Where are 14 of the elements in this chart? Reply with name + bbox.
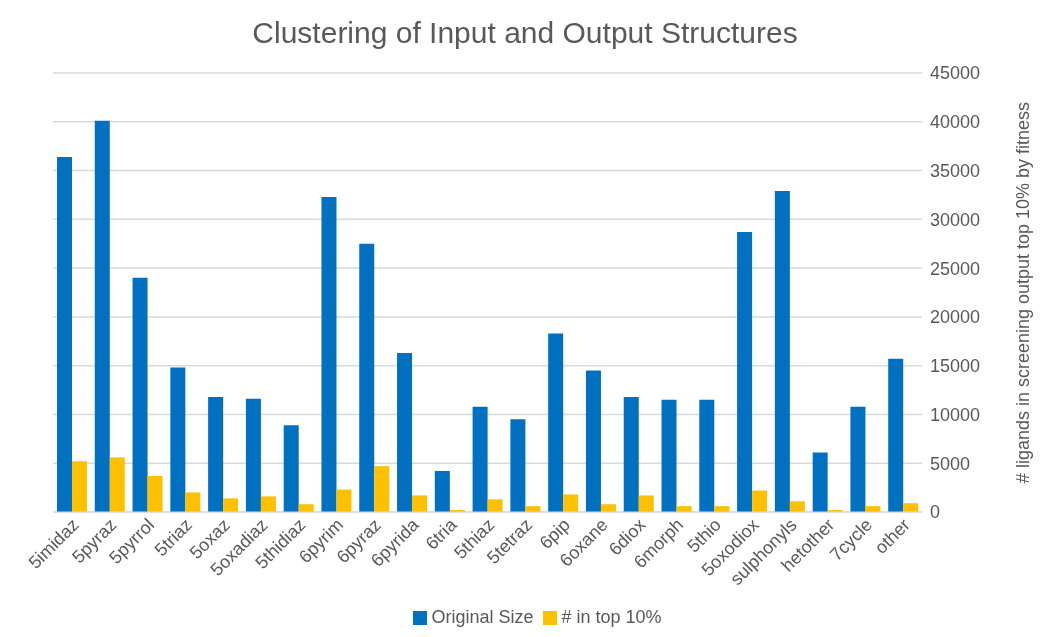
- y2-axis-title: # ligands in screening output top 10% by fitness: [1013, 101, 1034, 484]
- legend-label: # in top 10%: [561, 607, 662, 627]
- y2-tick-label: 15000: [930, 356, 981, 377]
- y2-tick-label: 10000: [930, 404, 981, 425]
- y2-tick-label: 20000: [930, 307, 981, 328]
- y2-tick-label: 45000: [930, 63, 981, 84]
- chart-title: Clustering of Input and Output Structures: [251, 15, 799, 51]
- y2-tick-label: 40000: [930, 112, 981, 133]
- legend-label: Original Size: [431, 607, 534, 627]
- y2-tick-label: 30000: [930, 209, 981, 230]
- y2-tick-label: 5000: [930, 453, 971, 474]
- y2-tick-label: 0: [930, 502, 941, 523]
- y2-tick-label: 25000: [930, 258, 981, 279]
- y2-tick-label: 35000: [930, 160, 981, 181]
